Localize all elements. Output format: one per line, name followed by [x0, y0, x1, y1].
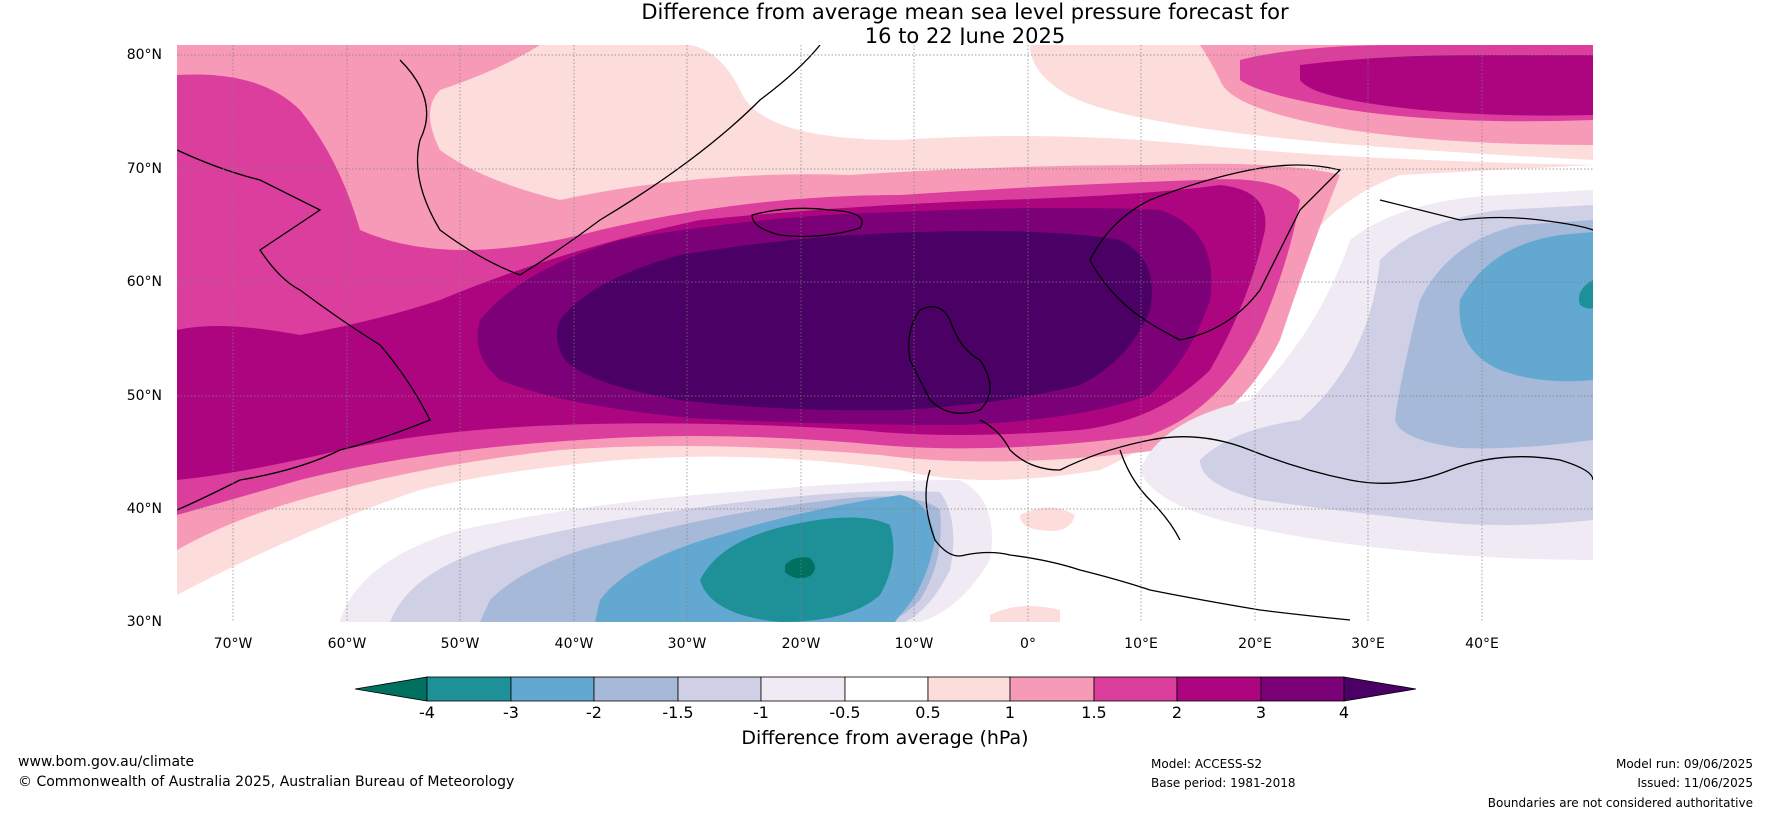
footer-copyright: © Commonwealth of Australia 2025, Austra… [18, 774, 515, 790]
map-title: Difference from average mean sea level p… [0, 0, 1770, 48]
colorbar-tick: -1 [753, 703, 769, 722]
lon-label-40e: 40°E [1465, 636, 1499, 652]
colorbar-bin-0.5-1 [927, 676, 1011, 702]
lon-label-10e: 10°E [1124, 636, 1158, 652]
coastline-iceland [751, 207, 863, 238]
lon-label-50w: 50°W [440, 636, 480, 652]
colorbar-tick: -4 [419, 703, 435, 722]
lat-label-60n: 60°N [126, 274, 162, 290]
colorbar-bin-2-3 [1176, 676, 1262, 702]
colorbar-tick: 2 [1171, 703, 1183, 722]
lon-label-60w: 60°W [327, 636, 367, 652]
coastline-europe [979, 419, 1593, 484]
lon-label-30w: 30°W [667, 636, 707, 652]
colorbar-bin-neg3-neg2 [510, 676, 595, 702]
colorbar-bin-3-4 [1260, 676, 1345, 702]
colorbar-tick: 3 [1255, 703, 1267, 722]
colorbar-title-text: Difference from average (hPa) [741, 727, 1029, 749]
footer-disclaimer: Boundaries are not considered authoritat… [1487, 796, 1753, 810]
contour-2-north-band [1300, 55, 1593, 116]
contour-0.5-iberia-patch [990, 507, 1075, 622]
colorbar-bin-neg0.5-0.5 [844, 676, 929, 702]
colorbar-bin-1.5-2 [1093, 676, 1178, 702]
lat-label-70n: 70°N [126, 161, 162, 177]
footer-issued: Issued: 11/06/2025 [1637, 776, 1753, 790]
colorbar-tick: 4 [1338, 703, 1350, 722]
coastline-scandinavia [1089, 164, 1342, 341]
lon-label-20e: 20°E [1238, 636, 1272, 652]
colorbar-tick: -3 [503, 703, 519, 722]
colorbar-bin-neg4-neg3 [426, 676, 512, 702]
colorbar-extend-low [354, 676, 428, 702]
colorbar-tick: -2 [586, 703, 602, 722]
coastline-greenland [399, 45, 821, 276]
contour-4-band [556, 231, 1152, 411]
lon-label-20w: 20°W [781, 636, 821, 652]
footer-model: Model: ACCESS-S2 [1151, 757, 1263, 771]
lat-label-40n: 40°N [126, 501, 162, 517]
colorbar-tick: -0.5 [829, 703, 861, 722]
coastline-russia-north [1379, 199, 1593, 231]
colorbar-tick: 1 [1004, 703, 1016, 722]
colorbar-extend-high [1343, 676, 1417, 702]
colorbar [354, 676, 1417, 702]
contour-neg2-east-band [1459, 232, 1593, 382]
colorbar-tick: -1.5 [662, 703, 694, 722]
lat-label-50n: 50°N [126, 388, 162, 404]
coastline-iberia-africa [925, 469, 1351, 621]
graticule [177, 45, 1593, 622]
coastline-italy [1119, 449, 1181, 541]
lon-label-0: 0° [1020, 636, 1036, 652]
map-title-line-1: Difference from average mean sea level p… [641, 0, 1289, 24]
colorbar-tick: 1.5 [1081, 703, 1107, 722]
footer-model-run: Model run: 09/06/2025 [1615, 757, 1753, 771]
colorbar-title: Difference from average (hPa) [0, 727, 1770, 749]
lat-label-80n: 80°N [126, 47, 162, 63]
colorbar-bin-1-1.5 [1009, 676, 1095, 702]
lon-label-70w: 70°W [213, 636, 253, 652]
footer-base-period: Base period: 1981-2018 [1151, 776, 1296, 790]
lon-label-30e: 30°E [1351, 636, 1385, 652]
map-title-line-2: 16 to 22 June 2025 [864, 24, 1066, 48]
coastlines [177, 45, 1593, 621]
coastline-north-america [177, 149, 431, 511]
colorbar-bin-neg1-neg0.5 [760, 676, 846, 702]
map-plot-area [177, 45, 1593, 622]
coastline-british-isles [908, 306, 991, 414]
contour-neg4-southwest-spot [785, 557, 815, 579]
lon-label-10w: 10°W [894, 636, 934, 652]
colorbar-bin-neg1.5-neg1 [677, 676, 762, 702]
colorbar-tick: 0.5 [915, 703, 941, 722]
contour-neg3-east-spot [1578, 280, 1593, 309]
footer-website: www.bom.gov.au/climate [18, 754, 195, 770]
colorbar-bin-neg2-neg1.5 [593, 676, 679, 702]
lon-label-40w: 40°W [554, 636, 594, 652]
lat-label-30n: 30°N [126, 614, 162, 630]
